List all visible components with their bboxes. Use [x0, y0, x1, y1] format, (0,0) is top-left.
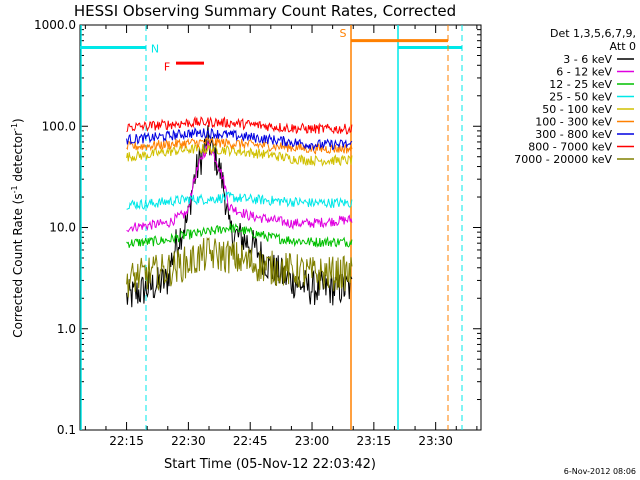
- plot-frame: [79, 24, 482, 431]
- series-line-4: [126, 190, 353, 211]
- legend-label: 7000 - 20000 keV: [514, 153, 612, 166]
- flag-label-s: S: [340, 27, 347, 40]
- legend-header-line-2: Att 0: [610, 40, 636, 53]
- x-tick-label: 22:30: [171, 434, 206, 448]
- legend-label: 300 - 800 keV: [535, 128, 612, 141]
- x-tick-label: 23:00: [295, 434, 330, 448]
- legend-label: 6 - 12 keV: [556, 66, 612, 79]
- series-line-7: [126, 126, 353, 152]
- series-line-3: [126, 223, 353, 249]
- flag-label-f: F: [164, 60, 170, 73]
- y-axis-label: Corrected Count Rate (s-1 detector-1): [10, 118, 25, 337]
- legend-label: 25 - 50 keV: [549, 91, 612, 104]
- series-line-6: [126, 136, 353, 155]
- legend-label: 50 - 100 keV: [542, 103, 612, 116]
- y-tick-label: 1.0: [57, 322, 76, 336]
- x-tick-label: 22:45: [233, 434, 268, 448]
- series-line-9: [126, 236, 353, 298]
- chart-title: HESSI Observing Summary Count Rates, Cor…: [74, 2, 456, 20]
- legend-label: 100 - 300 keV: [535, 116, 612, 129]
- legend-label: 12 - 25 keV: [549, 78, 612, 91]
- y-tick-label: 1000.0: [34, 18, 76, 32]
- series-line-8: [126, 115, 353, 135]
- legend-label: 3 - 6 keV: [563, 53, 612, 66]
- y-tick-label: 0.1: [57, 423, 76, 437]
- y-tick-label: 10.0: [49, 221, 76, 235]
- flag-label-n: N: [151, 42, 159, 55]
- x-axis-label: Start Time (05-Nov-12 22:03:42): [164, 457, 376, 472]
- series-line-2: [126, 140, 353, 233]
- x-tick-label: 23:30: [418, 434, 453, 448]
- legend-label: 800 - 7000 keV: [528, 141, 612, 154]
- legend-header-line-1: Det 1,3,5,6,7,9,: [550, 27, 636, 40]
- x-tick-label: 22:15: [109, 434, 144, 448]
- timestamp: 6-Nov-2012 08:06: [564, 467, 636, 476]
- y-tick-label: 100.0: [42, 119, 76, 133]
- x-tick-label: 23:15: [357, 434, 392, 448]
- series-line-5: [126, 143, 353, 167]
